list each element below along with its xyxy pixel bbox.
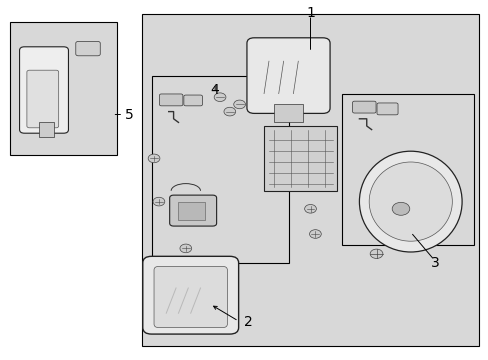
Bar: [39, 122, 54, 137]
Circle shape: [304, 204, 316, 213]
Text: 1: 1: [305, 6, 314, 19]
Bar: [142, 14, 478, 346]
Bar: [264, 126, 337, 191]
Circle shape: [369, 249, 382, 258]
Circle shape: [309, 230, 321, 238]
Bar: [151, 76, 288, 263]
Ellipse shape: [359, 151, 461, 252]
FancyBboxPatch shape: [159, 94, 183, 106]
FancyBboxPatch shape: [246, 38, 329, 113]
FancyBboxPatch shape: [183, 95, 202, 106]
Circle shape: [224, 107, 235, 116]
Circle shape: [233, 100, 245, 109]
FancyBboxPatch shape: [20, 47, 68, 133]
Text: 4: 4: [210, 83, 219, 97]
FancyBboxPatch shape: [154, 266, 227, 328]
Bar: [178, 202, 205, 220]
FancyBboxPatch shape: [352, 101, 375, 113]
Circle shape: [180, 244, 191, 253]
Text: 2: 2: [244, 315, 253, 329]
Text: 5: 5: [124, 108, 133, 122]
Ellipse shape: [368, 162, 451, 241]
FancyBboxPatch shape: [76, 41, 100, 56]
Circle shape: [214, 93, 225, 102]
Circle shape: [391, 202, 409, 215]
FancyBboxPatch shape: [142, 256, 238, 334]
Bar: [342, 94, 473, 245]
Bar: [273, 104, 303, 122]
Circle shape: [153, 197, 164, 206]
Bar: [10, 22, 117, 155]
FancyBboxPatch shape: [169, 195, 216, 226]
Text: 3: 3: [430, 256, 439, 270]
FancyBboxPatch shape: [27, 70, 59, 128]
FancyBboxPatch shape: [376, 103, 397, 115]
Circle shape: [148, 154, 160, 163]
